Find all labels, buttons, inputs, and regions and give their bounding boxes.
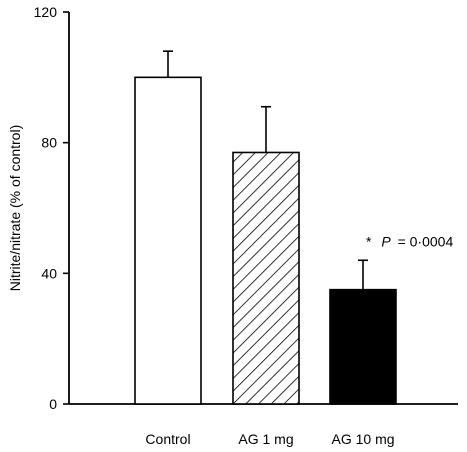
bar-control [134, 76, 202, 405]
category-labels: Control AG 1 mg AG 10 mg [145, 431, 394, 447]
annotation-star: * [366, 233, 372, 249]
bar-ag-1-mg [232, 151, 300, 405]
category-label: AG 1 mg [238, 431, 293, 447]
category-label: AG 10 mg [331, 431, 394, 447]
annotation-p-value: = 0·0004 [398, 233, 454, 249]
error-bars [163, 50, 368, 290]
y-tick-label: 120 [34, 4, 58, 20]
y-ticks: 0 40 80 120 [34, 4, 69, 412]
y-tick-label: 0 [49, 396, 57, 412]
y-axis-title: Nitrite/nitrate (% of control) [7, 125, 23, 292]
significance-annotation: * P = 0·0004 [366, 233, 453, 249]
bar-ag-10-mg [329, 288, 397, 405]
category-label: Control [145, 431, 190, 447]
y-tick-label: 40 [41, 265, 57, 281]
bars [134, 76, 397, 405]
annotation-p-label: P [381, 233, 391, 249]
y-tick-label: 80 [41, 135, 57, 151]
